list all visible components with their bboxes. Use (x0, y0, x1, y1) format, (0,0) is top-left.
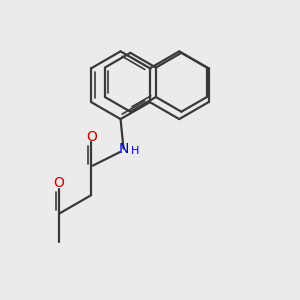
Text: H: H (130, 146, 139, 156)
Text: N: N (118, 142, 129, 155)
Text: O: O (86, 130, 97, 144)
Text: O: O (53, 176, 64, 190)
